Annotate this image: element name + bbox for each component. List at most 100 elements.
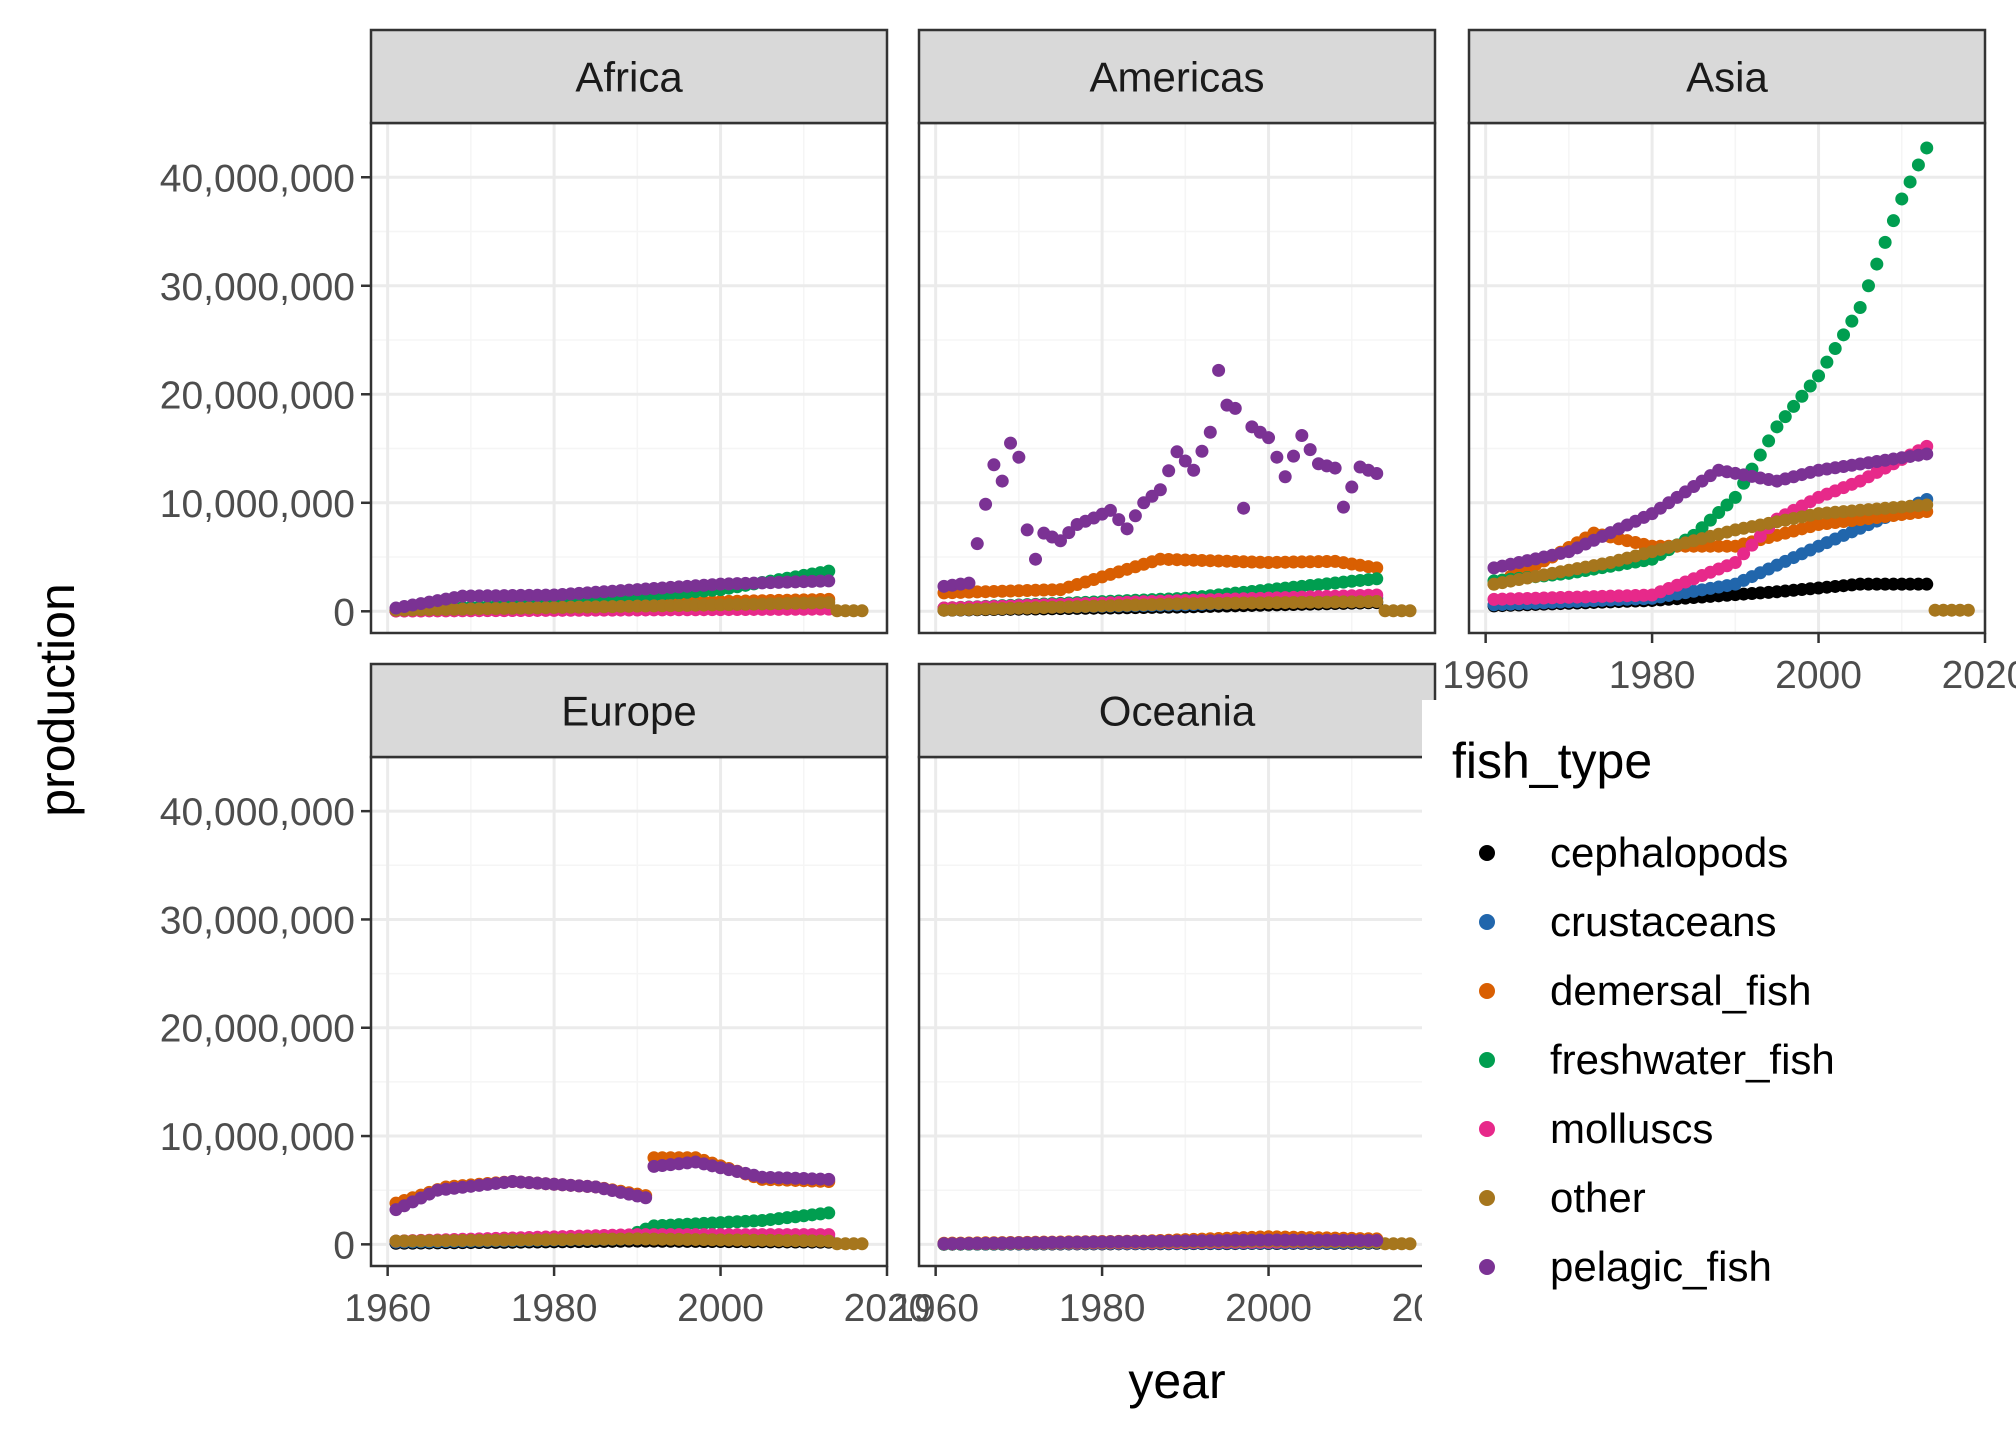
data-point: [1370, 572, 1384, 586]
data-point: [1861, 279, 1875, 293]
legend-label-demersal_fish: demersal_fish: [1550, 967, 1811, 1014]
data-point: [1170, 445, 1184, 459]
data-point: [1153, 483, 1167, 497]
x-tick-label: 2000: [1225, 1287, 1312, 1330]
data-point: [822, 1172, 836, 1186]
data-point: [1828, 341, 1842, 355]
x-tick-label: 1960: [892, 1287, 979, 1330]
facet-oceania: Oceania1960198020002020: [892, 662, 1478, 1330]
y-axis-title: production: [29, 583, 85, 817]
data-point: [1853, 300, 1867, 314]
data-point: [962, 576, 976, 590]
facet-strip-label: Europe: [561, 688, 696, 735]
y-tick-label: 20,000,000: [160, 1008, 355, 1051]
data-point: [1820, 355, 1834, 369]
y-tick-label: 0: [333, 1224, 355, 1267]
data-point: [855, 604, 869, 618]
legend-label-other: other: [1550, 1174, 1646, 1221]
facet-strip: [917, 28, 1437, 125]
x-tick-label: 2000: [677, 1287, 764, 1330]
x-tick-label: 2000: [1775, 654, 1862, 697]
data-point: [1053, 534, 1067, 548]
data-point: [1720, 498, 1734, 512]
data-point: [1903, 175, 1917, 189]
y-tick-label: 0: [333, 591, 355, 634]
x-axis-title: year: [1128, 1353, 1225, 1409]
data-point: [1403, 604, 1417, 618]
data-point: [1753, 448, 1767, 462]
legend-key-cephalopods: [1479, 845, 1495, 861]
series-pelagic_fish: [389, 574, 836, 615]
facet-europe: Europe 0 10,000,000 20,000,000 30,000,000 40,…: [160, 662, 931, 1330]
panel-background: [919, 123, 1435, 633]
y-tick-label: 10,000,000: [160, 1116, 355, 1159]
data-point: [1195, 444, 1209, 458]
data-point: [1370, 595, 1384, 609]
data-point: [1237, 501, 1251, 515]
series-other: [389, 1232, 869, 1251]
data-point: [1712, 506, 1726, 520]
y-tick-label: 20,000,000: [160, 374, 355, 417]
legend-label-cephalopods: cephalopods: [1550, 829, 1788, 876]
facet-asia: Asia 1960 1980 2000 2020: [1442, 28, 2016, 697]
data-point: [1737, 547, 1751, 561]
data-point: [995, 474, 1009, 488]
data-point: [855, 1237, 869, 1251]
data-point: [1270, 450, 1284, 464]
data-point: [1837, 328, 1851, 342]
facet-strip-label: Asia: [1686, 54, 1768, 101]
series-other: [389, 596, 869, 618]
data-point: [1728, 490, 1742, 504]
data-point: [1770, 420, 1784, 434]
data-point: [1745, 538, 1759, 552]
data-point: [1778, 410, 1792, 424]
data-point: [1178, 454, 1192, 468]
data-point: [1120, 522, 1134, 536]
data-point: [970, 537, 984, 551]
facet-strip-label: Americas: [1089, 54, 1264, 101]
data-point: [822, 564, 836, 578]
legend-key-freshwater_fish: [1479, 1052, 1495, 1068]
facet-africa: Africa 0 10,000,000 20,000,000 30,000,000 40,…: [160, 28, 889, 634]
data-point: [1370, 1234, 1384, 1248]
series-other: [1487, 498, 1975, 617]
data-point: [1961, 603, 1975, 617]
x-tick-label: 2020: [1942, 654, 2016, 697]
y-tick-label: 40,000,000: [160, 157, 355, 200]
data-point: [1403, 1237, 1417, 1251]
data-point: [1062, 526, 1076, 540]
data-point: [1228, 401, 1242, 415]
data-point: [1920, 498, 1934, 512]
series-pelagic_fish: [389, 1155, 836, 1217]
legend-label-pelagic_fish: pelagic_fish: [1550, 1243, 1772, 1290]
data-point: [979, 497, 993, 511]
legend-background: [1422, 700, 2002, 1330]
data-point: [1162, 464, 1176, 478]
data-point: [1812, 369, 1826, 383]
y-tick-label: 40,000,000: [160, 791, 355, 834]
facet-strip-label: Oceania: [1099, 688, 1256, 735]
series-pelagic_fish: [937, 1233, 1384, 1251]
data-point: [1920, 447, 1934, 461]
data-point: [1287, 449, 1301, 463]
x-tick-label: 2020: [844, 1287, 931, 1330]
data-point: [987, 458, 1001, 472]
data-point: [1920, 577, 1934, 591]
data-point: [1203, 425, 1217, 439]
legend-label-molluscs: molluscs: [1550, 1105, 1713, 1152]
data-point: [1370, 561, 1384, 575]
facet-strip: [1467, 28, 1987, 125]
data-point: [1895, 192, 1909, 206]
x-tick-label: 1980: [511, 1287, 598, 1330]
data-point: [822, 574, 836, 588]
data-point: [639, 1191, 653, 1205]
data-point: [1703, 513, 1717, 527]
data-point: [822, 1206, 836, 1220]
data-point: [1845, 314, 1859, 328]
data-point: [1128, 509, 1142, 523]
data-point: [1278, 470, 1292, 484]
x-tick-label: 1980: [1609, 654, 1696, 697]
data-point: [1886, 214, 1900, 228]
